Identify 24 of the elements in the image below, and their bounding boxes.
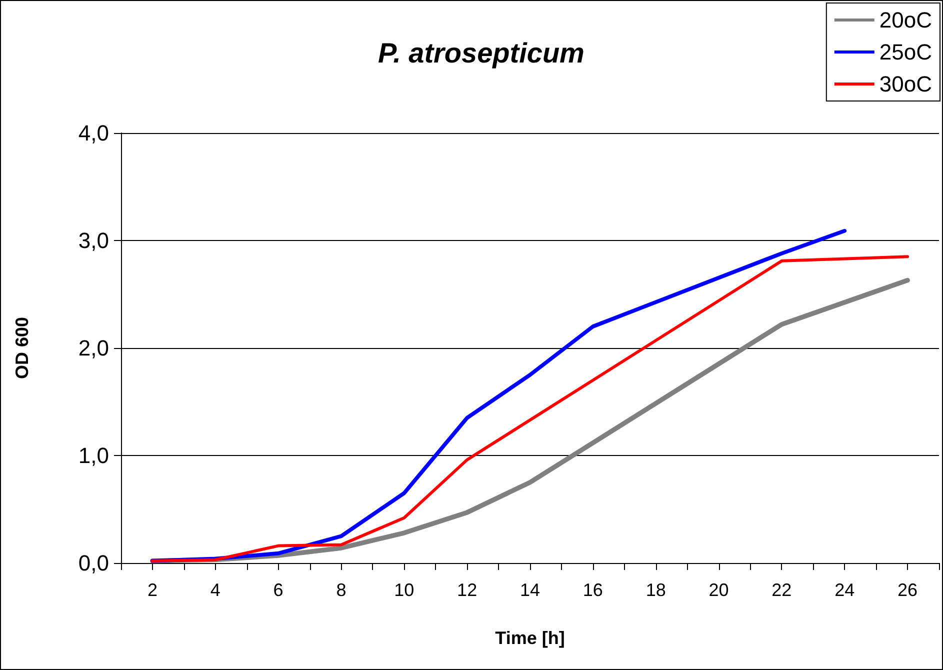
x-tick-label: 26	[898, 580, 918, 600]
y-tick-label: 0,0	[78, 550, 109, 576]
x-tick-label: 18	[646, 580, 666, 600]
x-tick-label: 8	[336, 580, 346, 600]
x-axis-title: Time [h]	[495, 628, 565, 648]
x-tick-label: 4	[210, 580, 220, 600]
x-tick-label: 16	[582, 580, 603, 600]
y-tick-label: 4,0	[78, 120, 109, 146]
y-tick-label: 1,0	[78, 443, 109, 468]
x-tick-label: 10	[394, 580, 414, 600]
x-tick-label: 2	[147, 580, 158, 600]
legend-label: 25oC	[879, 40, 932, 64]
y-tick-label: 2,0	[78, 336, 109, 360]
legend-label: 30oC	[879, 72, 932, 96]
legend-label: 20oC	[879, 8, 932, 32]
x-tick-label: 14	[520, 580, 540, 600]
x-tick-label: 6	[273, 580, 284, 600]
x-tick-label: 20	[708, 580, 729, 600]
y-axis-title: OD 600	[12, 316, 32, 380]
chart-title: P. atrosepticum	[378, 38, 584, 68]
y-tick-label: 3,0	[78, 228, 109, 253]
x-tick-label: 24	[834, 580, 855, 600]
x-tick-label: 12	[457, 580, 478, 600]
x-tick-label: 22	[772, 580, 792, 600]
